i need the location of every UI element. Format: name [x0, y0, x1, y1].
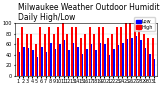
Bar: [104, 44, 106, 76]
Bar: [68, 50, 70, 76]
Bar: [23, 47, 25, 76]
Bar: [66, 33, 68, 76]
Bar: [120, 27, 122, 76]
Bar: [95, 50, 97, 76]
Bar: [125, 23, 127, 76]
Bar: [75, 27, 77, 76]
Bar: [152, 38, 154, 76]
Bar: [39, 27, 41, 76]
Bar: [62, 23, 64, 76]
Bar: [30, 33, 32, 76]
Bar: [48, 27, 50, 76]
Bar: [86, 49, 88, 76]
Bar: [91, 44, 92, 76]
Bar: [131, 38, 133, 76]
Bar: [57, 27, 59, 76]
Bar: [35, 44, 36, 76]
Bar: [140, 40, 142, 76]
Bar: [149, 54, 151, 76]
Text: Milwaukee Weather Outdoor Humidity
Daily High/Low: Milwaukee Weather Outdoor Humidity Daily…: [18, 3, 160, 22]
Bar: [116, 27, 118, 76]
Bar: [71, 27, 73, 76]
Bar: [19, 52, 20, 76]
Bar: [136, 36, 137, 76]
Bar: [41, 47, 43, 76]
Bar: [100, 43, 101, 76]
Bar: [46, 52, 47, 76]
Bar: [89, 27, 91, 76]
Bar: [109, 55, 110, 76]
Bar: [50, 43, 52, 76]
Bar: [32, 50, 34, 76]
Bar: [21, 27, 23, 76]
Legend: Low, High: Low, High: [134, 17, 155, 31]
Bar: [127, 39, 128, 76]
Bar: [98, 27, 100, 76]
Bar: [84, 33, 86, 76]
Bar: [44, 33, 46, 76]
Bar: [147, 38, 149, 76]
Bar: [143, 33, 145, 76]
Bar: [59, 44, 61, 76]
Bar: [64, 40, 65, 76]
Bar: [122, 43, 124, 76]
Bar: [113, 49, 115, 76]
Bar: [53, 33, 55, 76]
Bar: [111, 33, 113, 76]
Bar: [36, 57, 38, 76]
Bar: [55, 49, 56, 76]
Bar: [82, 54, 83, 76]
Bar: [26, 33, 28, 76]
Bar: [73, 43, 74, 76]
Bar: [80, 38, 82, 76]
Bar: [145, 48, 146, 76]
Bar: [154, 59, 155, 76]
Bar: [138, 27, 140, 76]
Bar: [77, 47, 79, 76]
Bar: [134, 23, 136, 76]
Bar: [93, 33, 95, 76]
Bar: [28, 48, 29, 76]
Bar: [118, 45, 119, 76]
Bar: [17, 38, 19, 76]
Bar: [129, 23, 131, 76]
Bar: [102, 27, 104, 76]
Bar: [107, 38, 109, 76]
